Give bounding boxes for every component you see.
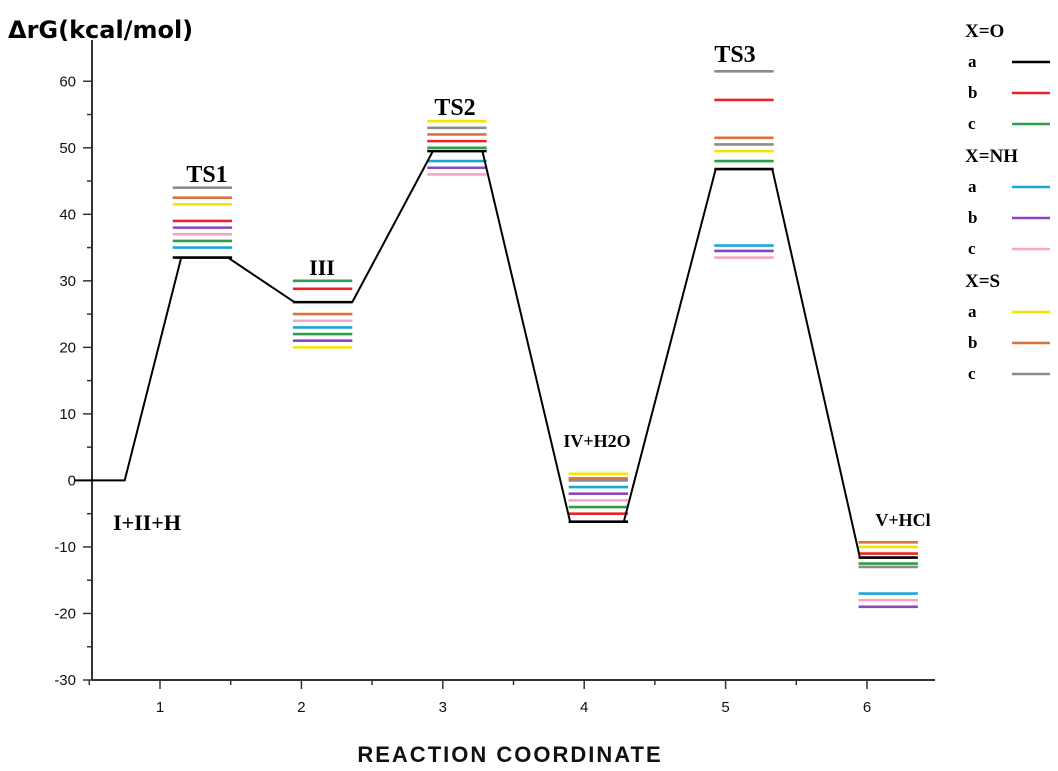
y-tick-label: 60 <box>59 73 76 90</box>
state-label: III <box>309 255 335 280</box>
reaction-path-line <box>75 150 917 559</box>
legend-group-header: X=NH <box>965 146 1018 167</box>
axes: -30 -20 -10 0 10 20 30 40 50 60 1 2 3 4 5 6 <box>54 40 935 716</box>
state-label: V+HCl <box>875 510 930 530</box>
y-tick-label: 10 <box>59 406 76 423</box>
y-tick-label: 50 <box>59 140 76 157</box>
x-tick-label: 6 <box>863 699 871 716</box>
y-tick-label: 20 <box>59 339 76 356</box>
y-tick-label: 0 <box>68 472 76 489</box>
reaction-path <box>75 150 917 559</box>
legend-item-label: c <box>968 239 976 258</box>
legend-item-label: c <box>968 114 976 133</box>
legend-item-label: c <box>968 364 976 383</box>
legend-group-header: X=S <box>965 271 1000 292</box>
legend-item-label: b <box>968 333 977 352</box>
y-tick-label: 40 <box>59 206 76 223</box>
state-labels: I+II+H TS1 III TS2 IV+H2O TS3 V+HCl <box>113 42 931 535</box>
state-label: TS3 <box>714 42 755 68</box>
legend-item-label: b <box>968 83 977 102</box>
state-label: TS2 <box>434 95 475 121</box>
legend-group-header: X=O <box>965 21 1004 42</box>
y-tick-label: 30 <box>59 273 76 290</box>
legend-item-label: a <box>968 302 977 321</box>
legend-item-label: a <box>968 52 977 71</box>
y-tick-label: -20 <box>54 605 76 622</box>
x-tick-label: 3 <box>439 699 447 716</box>
y-tick-label: -10 <box>54 539 76 556</box>
energy-levels <box>172 69 918 609</box>
legend-item-label: b <box>968 208 977 227</box>
x-tick-label: 4 <box>580 699 588 716</box>
y-tick-label: -30 <box>54 672 76 689</box>
x-axis-label: REACTION COORDINATE <box>357 742 662 767</box>
x-tick-label: 1 <box>156 699 164 716</box>
x-tick-label: 2 <box>297 699 305 716</box>
x-tick-label: 5 <box>721 699 729 716</box>
state-label: I+II+H <box>113 510 181 535</box>
legend-item-label: a <box>968 177 977 196</box>
y-axis-label: ΔrG(kcal/mol) <box>8 16 193 44</box>
state-label: TS1 <box>186 162 227 188</box>
state-label: IV+H2O <box>563 431 630 451</box>
